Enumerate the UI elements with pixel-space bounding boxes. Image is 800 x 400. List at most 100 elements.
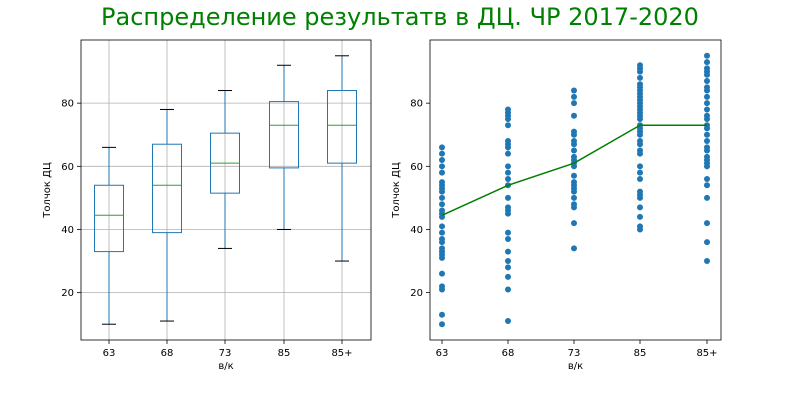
data-point	[571, 141, 577, 148]
data-point	[571, 131, 577, 138]
data-point	[505, 122, 511, 129]
data-point	[704, 78, 710, 85]
data-point	[571, 245, 577, 252]
data-point	[704, 125, 710, 132]
axes-1: 20 40 60 80 63 68 73 85 85+ в/к Толчок ДЦ	[42, 39, 372, 372]
data-point	[439, 169, 445, 176]
x-tick-label: 63	[436, 348, 449, 359]
y-axis-label: Толчок ДЦ	[391, 162, 402, 219]
box-iqr	[152, 143, 182, 234]
data-point	[571, 93, 577, 100]
data-point	[505, 163, 511, 170]
box-iqr	[327, 90, 357, 164]
data-point	[704, 59, 710, 66]
axes-2: 20 40 60 80 63 68 73 85 85+ в/к Толчок ДЦ	[391, 39, 722, 372]
x-tick-label: 68	[502, 348, 515, 359]
data-point	[704, 106, 710, 113]
data-point	[704, 182, 710, 189]
data-point	[505, 264, 511, 271]
x-tick-label: 73	[219, 348, 232, 359]
median-trend-line	[441, 124, 707, 216]
data-point	[704, 100, 710, 107]
data-point	[505, 286, 511, 293]
x-axis-label: в/к	[218, 361, 233, 372]
data-point	[571, 163, 577, 170]
data-point	[704, 131, 710, 138]
x-tick-label: 85	[278, 348, 291, 359]
data-point	[439, 254, 445, 261]
data-point	[637, 115, 643, 122]
data-point	[571, 204, 577, 211]
y-tick-label: 40	[410, 225, 423, 236]
chart-title: Распределение результатв в ДЦ. ЧР 2017-2…	[101, 3, 699, 31]
data-point	[704, 52, 710, 59]
axes-frame	[429, 39, 722, 341]
x-tick-label: 85+	[696, 348, 717, 359]
x-tick-label: 73	[568, 348, 581, 359]
data-point	[505, 258, 511, 265]
data-point	[439, 144, 445, 151]
data-point	[505, 229, 511, 236]
data-point	[704, 93, 710, 100]
y-tick-label: 80	[410, 99, 423, 110]
data-point	[704, 71, 710, 78]
data-point	[637, 68, 643, 75]
data-point	[704, 163, 710, 170]
data-point	[505, 169, 511, 176]
data-point	[571, 188, 577, 195]
data-point	[439, 239, 445, 246]
y-tick-label: 20	[61, 288, 74, 299]
x-tick-label: 63	[103, 348, 116, 359]
data-point	[704, 138, 710, 145]
data-point	[571, 100, 577, 107]
data-point	[637, 226, 643, 233]
y-tick-label: 60	[61, 162, 74, 173]
data-point	[637, 150, 643, 157]
data-point	[637, 131, 643, 138]
data-point	[505, 150, 511, 157]
y-tick-label: 40	[61, 225, 74, 236]
data-point	[439, 150, 445, 157]
data-point	[704, 194, 710, 201]
x-tick-label: 85	[634, 348, 647, 359]
data-point	[637, 175, 643, 182]
data-point	[637, 74, 643, 81]
data-point	[439, 188, 445, 195]
data-point	[571, 147, 577, 154]
data-point	[439, 194, 445, 201]
data-point	[637, 213, 643, 220]
box-73	[210, 90, 240, 249]
data-point	[704, 115, 710, 122]
data-point	[704, 175, 710, 182]
data-point	[571, 220, 577, 227]
data-point	[505, 175, 511, 182]
data-point	[505, 194, 511, 201]
data-point	[571, 194, 577, 201]
data-point	[505, 235, 511, 242]
data-point	[637, 169, 643, 176]
box-63	[94, 146, 124, 325]
box-68	[152, 108, 182, 322]
data-point	[704, 239, 710, 246]
data-point	[439, 311, 445, 318]
data-point	[439, 229, 445, 236]
data-point	[637, 141, 643, 148]
box-iqr	[94, 184, 124, 253]
data-point	[439, 223, 445, 230]
data-point	[505, 318, 511, 325]
scatter-series	[439, 52, 710, 328]
y-tick-label: 80	[61, 99, 74, 110]
data-point	[571, 112, 577, 119]
data-point	[704, 87, 710, 94]
data-point	[439, 286, 445, 293]
data-point	[704, 258, 710, 265]
data-point	[505, 248, 511, 255]
data-point	[704, 220, 710, 227]
axes-frame	[80, 39, 372, 341]
y-tick-label: 60	[410, 162, 423, 173]
data-point	[439, 201, 445, 208]
box-iqr	[269, 101, 299, 169]
box-85	[269, 64, 299, 230]
